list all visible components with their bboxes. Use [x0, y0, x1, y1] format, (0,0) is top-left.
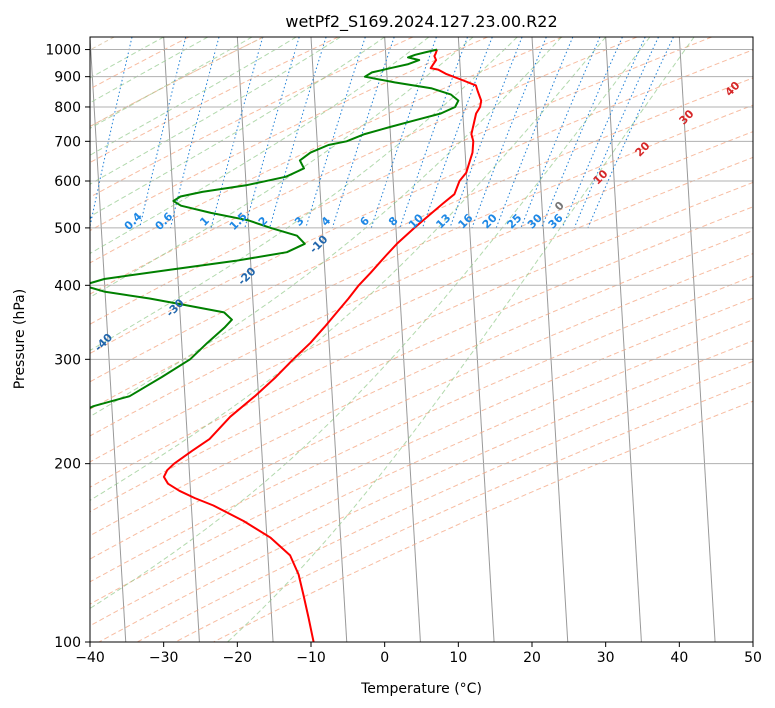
mixing-ratio-line	[170, 37, 220, 229]
mixing-ratio-line	[210, 37, 264, 229]
x-tick-label: −20	[223, 650, 253, 666]
moist-adiabat-line	[90, 37, 385, 218]
dry-adiabat-line	[213, 400, 753, 642]
x-tick-label: −40	[75, 650, 105, 666]
y-tick-label: 300	[54, 352, 81, 368]
isotherm-line	[384, 37, 421, 642]
mixing-ratio-line	[331, 37, 395, 229]
isotherm-line	[605, 37, 642, 642]
isotherm-line	[236, 37, 274, 642]
y-axis: 1000 900 800 700 600 500 400 300 200 100	[45, 43, 90, 651]
moist-adiabat-line	[227, 37, 695, 642]
dry-adiabat-line	[90, 229, 753, 537]
mixing-ratio-line	[573, 37, 659, 229]
dry-adiabat-line	[90, 297, 753, 605]
y-tick-label: 900	[54, 70, 81, 86]
dry-adiabat-line	[90, 49, 753, 354]
mixing-ratio-line	[540, 37, 623, 229]
dry-adiabat-line	[175, 380, 753, 642]
x-tick-label: 20	[523, 650, 541, 666]
x-tick-label: −30	[149, 650, 179, 666]
temperature-profile-line	[162, 49, 483, 642]
mixing-ratio-line	[399, 37, 468, 229]
mixing-ratio-line	[305, 37, 366, 229]
mixing-ratio-line	[244, 37, 300, 229]
isotherm-line	[310, 37, 348, 642]
dewpoint-profile-line	[90, 48, 460, 409]
moist-adiabat-line	[90, 37, 341, 185]
isotherm-line	[678, 37, 716, 642]
dry-adiabat-line	[98, 340, 753, 642]
isotherm-line	[531, 37, 569, 642]
dry-adiabat-line	[90, 253, 753, 560]
moist-adiabat-line	[90, 37, 562, 418]
y-axis-title: Pressure (hPa)	[12, 289, 28, 389]
moist-adiabat-line	[90, 37, 474, 298]
plot-frame	[89, 36, 754, 643]
y-tick-label: 600	[54, 174, 81, 190]
y-tick-label: 1000	[45, 43, 81, 59]
y-tick-label: 100	[54, 635, 81, 651]
mixing-ratio-line	[370, 37, 437, 229]
background-guide-lines	[90, 37, 753, 642]
dry-adiabat-line	[90, 181, 753, 488]
x-tick-label: 10	[449, 650, 467, 666]
isotherm-line	[90, 37, 127, 642]
x-tick-label: 0	[380, 650, 389, 666]
y-tick-label: 400	[54, 278, 81, 294]
x-tick-label: 50	[744, 650, 762, 666]
moist-adiabat-line	[90, 37, 607, 501]
y-tick-label: 500	[54, 221, 81, 237]
chart-title: wetPf2_S169.2024.127.23.00.R22	[285, 12, 557, 32]
x-tick-label: −10	[296, 650, 326, 666]
y-tick-label: 800	[54, 100, 81, 116]
dry-adiabat-line	[90, 37, 414, 198]
isotherm-line	[163, 37, 200, 642]
mixing-ratio-line	[520, 37, 601, 229]
y-tick-label: 200	[54, 457, 81, 473]
dry-adiabat-line	[90, 77, 753, 383]
mixing-ratio-line	[269, 37, 327, 229]
mixing-ratio-line	[587, 37, 674, 229]
dry-adiabat-line	[90, 131, 753, 437]
sounding-profiles	[90, 48, 483, 642]
mixing-ratio-line	[561, 37, 646, 229]
moist-adiabat-line	[90, 37, 297, 156]
pressure-gridlines	[90, 49, 753, 642]
mixing-ratio-line	[90, 37, 133, 229]
dry-adiabat-line	[90, 37, 339, 164]
x-axis-title: Temperature (°C)	[360, 681, 482, 697]
x-tick-label: 40	[670, 650, 688, 666]
dry-adiabat-line	[90, 104, 753, 410]
moist-adiabat-line	[90, 37, 651, 610]
mixing-ratio-line	[139, 37, 187, 229]
x-tick-label: 30	[597, 650, 615, 666]
dry-adiabat-line	[90, 319, 753, 627]
mixing-ratio-label: 0.2	[72, 210, 95, 233]
x-axis: −40 −30 −20 −10 0 10 20 30 40 50	[75, 642, 762, 666]
y-tick-label: 700	[54, 134, 81, 150]
dry-adiabat-line	[90, 275, 753, 583]
